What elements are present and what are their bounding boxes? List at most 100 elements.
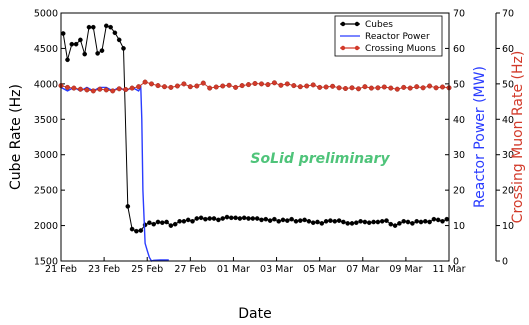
point-crossing-muons	[226, 82, 232, 88]
point-crossing-muons	[84, 87, 90, 93]
point-cubes	[194, 216, 200, 221]
point-crossing-muons	[297, 84, 303, 90]
point-crossing-muons	[194, 83, 200, 89]
x-tick-label: 25 Feb	[131, 264, 163, 275]
x-tick-label: 09 Mar	[389, 264, 422, 275]
point-cubes	[362, 219, 368, 225]
point-cubes	[228, 215, 234, 221]
point-cubes	[147, 220, 152, 225]
point-cubes	[384, 218, 389, 223]
point-cubes	[91, 24, 96, 30]
point-crossing-muons	[155, 83, 161, 89]
point-crossing-muons	[213, 84, 219, 90]
point-crossing-muons	[259, 81, 265, 87]
point-crossing-muons	[427, 83, 433, 89]
y-axis-label-crossing-muon-rate: Crossing Muon Rate (Hz)	[510, 51, 526, 224]
point-cubes	[104, 23, 109, 29]
point-cubes	[306, 218, 312, 224]
plot-frame	[60, 12, 450, 262]
x-tick-label: 05 Mar	[303, 264, 336, 275]
point-cubes	[86, 24, 92, 30]
point-cubes	[358, 218, 363, 224]
x-tick-label: 11 Mar	[432, 264, 465, 275]
point-crossing-muons	[97, 86, 103, 92]
point-crossing-muons	[381, 84, 387, 90]
point-cubes	[99, 48, 105, 53]
point-crossing-muons	[375, 85, 381, 91]
point-cubes	[435, 217, 441, 223]
point-crossing-muons	[420, 85, 426, 91]
legend: Cubes Reactor Power Crossing Muons	[334, 15, 443, 57]
point-cubes	[263, 216, 269, 222]
point-crossing-muons	[136, 84, 142, 90]
point-cubes	[280, 217, 286, 223]
series-layer	[58, 23, 452, 262]
point-crossing-muons	[71, 85, 77, 91]
point-crossing-muons	[187, 84, 193, 90]
point-cubes	[211, 216, 217, 221]
point-cubes	[388, 221, 394, 227]
point-cubes	[216, 217, 221, 223]
point-cubes	[315, 219, 320, 225]
right-inner-tick-label: 40	[453, 115, 465, 126]
point-crossing-muons	[239, 83, 245, 89]
point-crossing-muons	[174, 83, 180, 89]
point-crossing-muons	[200, 80, 206, 86]
point-cubes	[375, 219, 381, 225]
series-line-reactor-power	[60, 85, 169, 262]
point-cubes	[69, 41, 75, 47]
right-inner-axis-ticks: 0 10 20 30 40 50 60 70	[445, 9, 465, 268]
right-outer-tick-label: 60	[502, 44, 514, 55]
y-axis-label-left: Cube Rate (Hz)	[8, 84, 24, 190]
point-crossing-muons	[64, 84, 70, 90]
point-crossing-muons	[291, 83, 297, 89]
point-cubes	[203, 216, 208, 222]
point-crossing-muons	[245, 82, 251, 88]
point-cubes	[405, 219, 411, 225]
point-cubes	[272, 216, 277, 222]
point-crossing-muons	[116, 86, 122, 92]
point-cubes	[181, 218, 187, 224]
point-cubes	[414, 218, 420, 224]
point-cubes	[293, 218, 299, 224]
point-crossing-muons	[388, 85, 394, 91]
point-cubes	[108, 24, 113, 30]
right-outer-tick-label: 70	[502, 9, 514, 20]
point-cubes	[392, 223, 398, 228]
point-cubes	[353, 220, 359, 225]
right-inner-tick-label: 50	[453, 79, 465, 90]
point-cubes	[233, 215, 238, 221]
point-crossing-muons	[284, 81, 290, 87]
point-cubes	[220, 216, 225, 221]
point-cubes	[190, 218, 195, 224]
legend-marker	[354, 21, 360, 27]
right-inner-tick-label: 60	[453, 44, 465, 55]
point-cubes	[397, 221, 402, 226]
point-cubes	[284, 218, 290, 223]
point-cubes	[138, 228, 144, 233]
point-cubes	[310, 220, 316, 225]
point-crossing-muons	[123, 86, 129, 92]
point-cubes	[164, 219, 169, 225]
point-crossing-muons	[401, 84, 407, 90]
point-crossing-muons	[440, 84, 446, 90]
point-cubes	[125, 204, 131, 209]
point-cubes	[427, 219, 432, 225]
point-cubes	[73, 41, 79, 47]
point-cubes	[440, 218, 445, 224]
point-cubes	[345, 221, 351, 226]
point-cubes	[185, 217, 191, 223]
point-cubes	[95, 51, 100, 56]
point-crossing-muons	[317, 84, 323, 90]
right-inner-tick-label: 10	[453, 221, 465, 232]
point-cubes	[336, 218, 342, 223]
point-crossing-muons	[90, 88, 96, 94]
point-crossing-muons	[349, 85, 355, 91]
point-crossing-muons	[233, 84, 239, 90]
point-cubes	[259, 217, 264, 223]
point-crossing-muons	[414, 84, 420, 90]
point-crossing-muons	[330, 83, 336, 89]
point-cubes	[328, 218, 333, 223]
point-cubes	[371, 219, 376, 225]
right-outer-tick-label: 30	[502, 150, 514, 161]
